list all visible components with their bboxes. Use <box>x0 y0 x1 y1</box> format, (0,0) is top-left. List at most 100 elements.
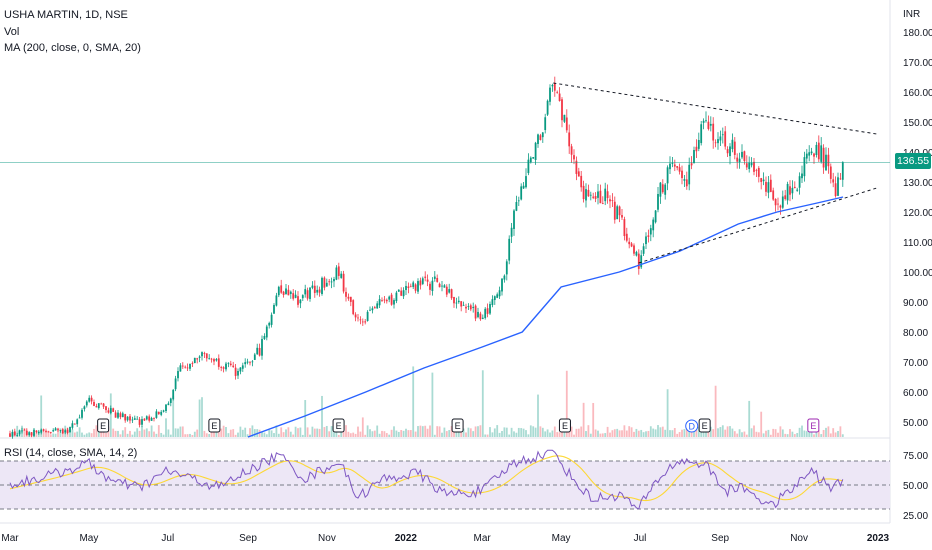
volume-bar <box>803 430 806 437</box>
volume-bar <box>491 432 494 437</box>
volume-bar <box>37 431 40 437</box>
candle-body <box>493 296 496 301</box>
volume-bar <box>647 430 650 437</box>
volume-bar <box>215 432 218 437</box>
candle-body <box>549 87 551 102</box>
candle-body <box>275 295 278 306</box>
candle-body <box>726 149 729 154</box>
symbol-legend[interactable]: USHA MARTIN, 1D, NSE <box>4 9 128 21</box>
candle-body <box>369 309 371 311</box>
volume-bar <box>645 431 647 437</box>
candle-body <box>114 412 117 418</box>
volume-bar <box>613 429 616 437</box>
volume-bar <box>69 431 71 437</box>
candle-body <box>28 432 31 435</box>
volume-bar <box>510 427 513 437</box>
candle-body <box>201 352 203 357</box>
candle-body <box>222 367 225 369</box>
volume-bar <box>263 432 266 437</box>
candle-body <box>515 202 518 211</box>
volume-bar <box>30 433 33 437</box>
candle-body <box>421 278 424 284</box>
candle-body <box>815 144 818 155</box>
volume-bar <box>160 432 163 437</box>
candle-body <box>841 162 844 180</box>
candle-body <box>321 277 323 295</box>
candle-body <box>25 430 28 435</box>
volume-bar <box>409 430 412 437</box>
candle-body <box>791 187 794 194</box>
candle-body <box>534 142 537 160</box>
candle-body <box>85 401 88 406</box>
candle-body <box>508 238 511 261</box>
time-tick-label: Nov <box>790 533 808 544</box>
volume-bar <box>16 425 19 437</box>
volume-bar <box>616 428 619 437</box>
candle-body <box>141 419 143 425</box>
volume-bar <box>349 433 352 437</box>
volume-bar <box>208 434 211 437</box>
candle-body <box>568 132 571 147</box>
volume-bar <box>359 431 362 437</box>
volume-bar <box>503 427 506 437</box>
candle-body <box>419 280 422 286</box>
candle-body <box>280 285 283 293</box>
ma-legend[interactable]: MA (200, close, 0, SMA, 20) <box>4 42 141 54</box>
candle-body <box>443 285 446 288</box>
volume-bar <box>741 432 743 437</box>
volume-bar <box>189 433 191 437</box>
volume-bar <box>580 426 583 437</box>
candle-body <box>333 278 335 282</box>
volume-bar <box>201 397 203 437</box>
candle-body <box>685 179 688 187</box>
candle-body <box>599 190 602 204</box>
volume-bar <box>719 427 722 437</box>
candle-body <box>829 166 832 179</box>
volume-bar <box>239 426 242 437</box>
volume-bar <box>786 434 789 437</box>
candle-body <box>225 363 227 370</box>
rsi-legend[interactable]: RSI (14, close, SMA, 14, 2) <box>4 447 138 459</box>
candle-body <box>817 142 820 160</box>
volume-bar <box>453 432 455 437</box>
earnings-marker-label: E <box>810 421 816 431</box>
volume-bar <box>714 385 717 437</box>
candle-body <box>385 299 388 302</box>
volume-bar <box>306 427 309 437</box>
candle-body <box>709 123 712 126</box>
candle-body <box>400 290 403 296</box>
volume-bar <box>520 428 523 437</box>
candle-body <box>323 277 326 288</box>
earnings-marker-label: E <box>211 421 217 431</box>
volume-bar <box>9 434 11 437</box>
volume-bar <box>789 429 791 437</box>
candle-body <box>762 179 765 182</box>
candle-body <box>433 276 436 279</box>
volume-bar <box>489 427 491 437</box>
volume-bar <box>285 429 287 437</box>
volume-bar <box>693 428 695 437</box>
volume-bar <box>205 433 208 437</box>
candle-body <box>777 203 779 205</box>
volume-bar <box>697 426 700 437</box>
candle-body <box>73 423 76 425</box>
volume-legend[interactable]: Vol <box>4 26 20 38</box>
candle-body <box>426 279 429 282</box>
volume-bar <box>429 425 431 437</box>
volume-bar <box>757 432 760 437</box>
volume-bar <box>774 429 777 437</box>
volume-bar <box>431 372 434 437</box>
volume-bar <box>47 430 50 437</box>
volume-bar <box>287 427 290 437</box>
volume-bar <box>805 431 808 437</box>
candle-body <box>263 336 266 340</box>
volume-bar <box>85 433 88 437</box>
volume-bar <box>378 433 381 437</box>
candle-body <box>417 281 419 292</box>
volume-bar <box>373 430 376 437</box>
volume-bar <box>417 426 419 437</box>
candle-body <box>604 188 607 202</box>
volume-bar <box>479 425 482 437</box>
candle-body <box>676 166 679 168</box>
